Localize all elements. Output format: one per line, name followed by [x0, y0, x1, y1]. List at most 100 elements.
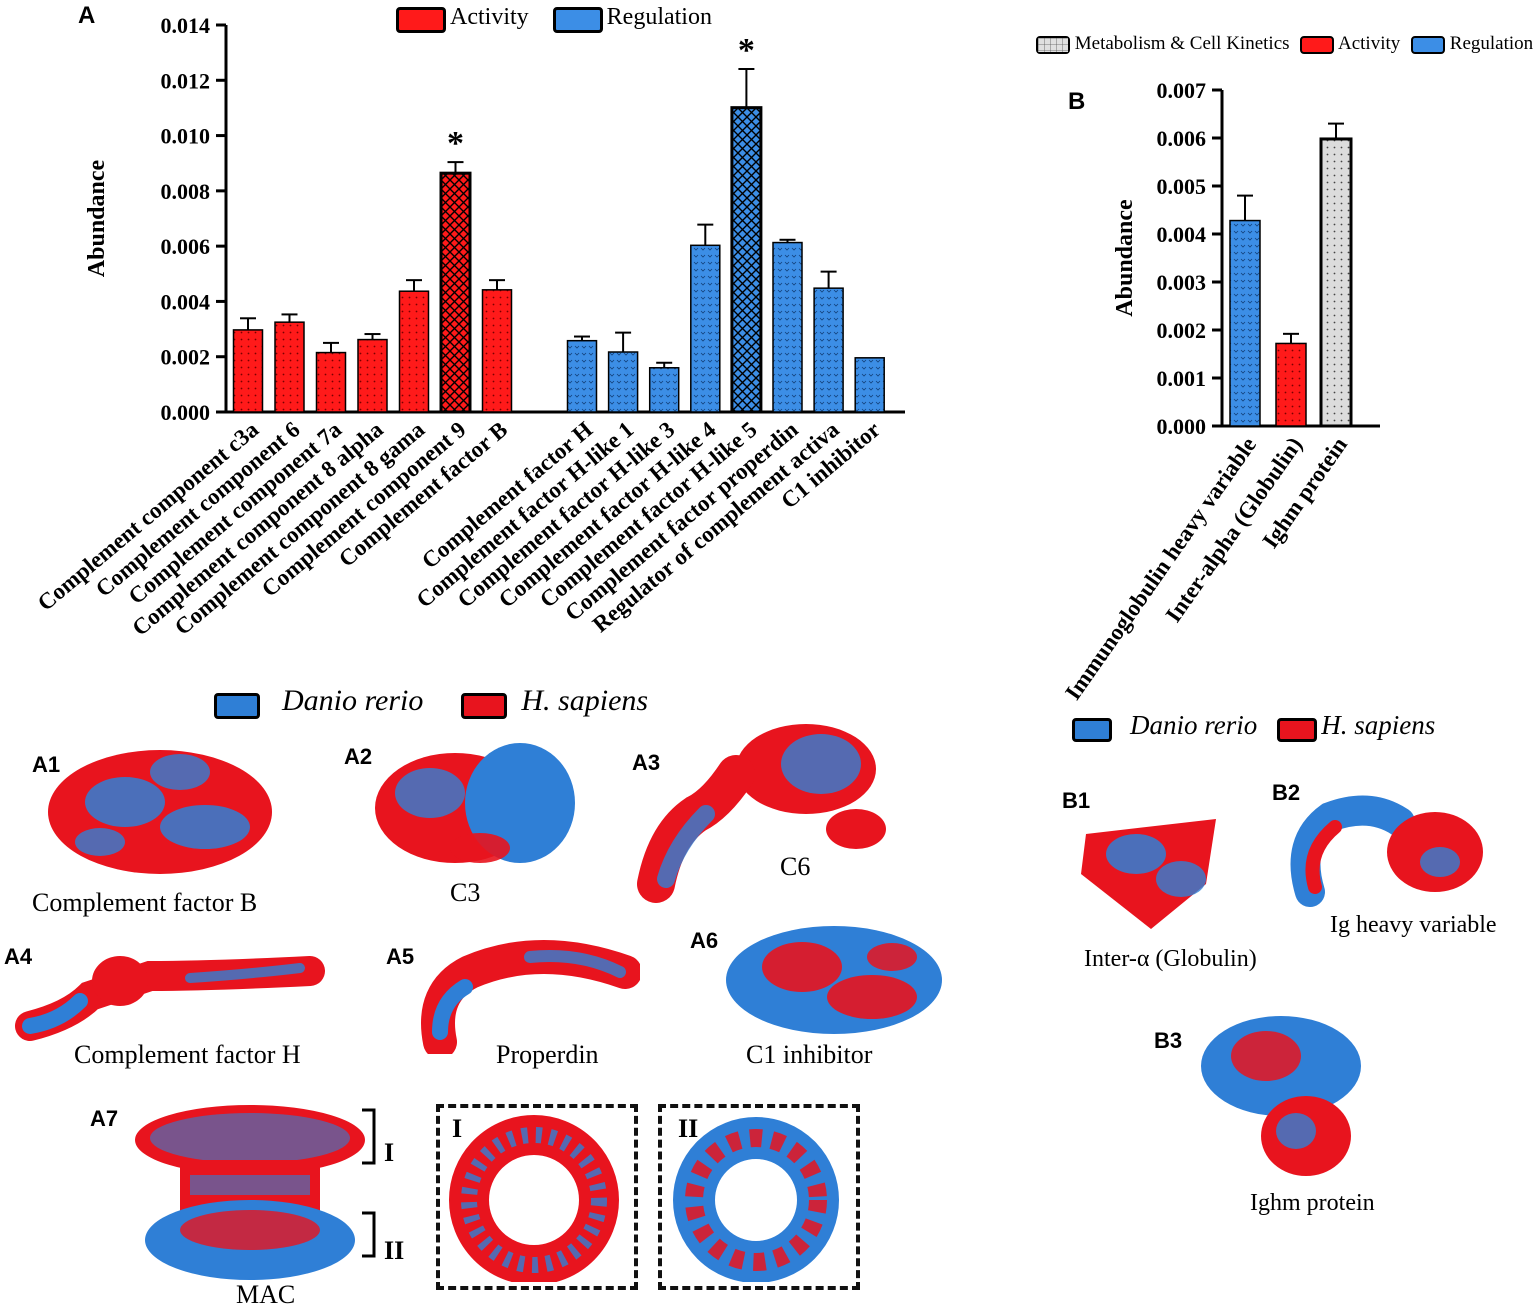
bar-13: [813, 287, 844, 413]
legend-regulation-swatch: [552, 7, 603, 34]
mac-part-i-label: I: [384, 1138, 395, 1167]
mac-part-i-box-label: I: [452, 1114, 463, 1143]
label-a2: A2: [344, 744, 373, 769]
legend-b-danio-swatch: [1072, 718, 1112, 743]
bar-1: [1275, 342, 1307, 427]
caption-a2: C3: [450, 878, 481, 907]
structure-legend-b: Danio rerio H. sapiens: [1072, 710, 1436, 743]
caption-a3: C6: [780, 852, 811, 881]
y-axis-title: Abundance: [84, 159, 110, 277]
caption-a5: Properdin: [496, 1040, 599, 1069]
label-a1: A1: [32, 752, 61, 777]
legend-b-regulation-swatch: [1411, 35, 1446, 54]
bar-9: [648, 367, 680, 413]
protein-structure-inter-alpha: [1081, 819, 1216, 929]
y-tick-label: 0.006: [1157, 126, 1207, 151]
legend-activity-swatch: [396, 7, 446, 34]
caption-b2: Ig heavy variable: [1330, 912, 1497, 938]
y-tick-label: 0.002: [1157, 318, 1207, 343]
mac-ring-top-view: [449, 1115, 619, 1282]
label-a3: A3: [632, 750, 661, 775]
legend-b-human-swatch: [1277, 718, 1318, 743]
bar-2: [315, 351, 347, 413]
y-tick-label: 0.005: [1157, 174, 1207, 199]
x-tick-label-0: Immunoglobulin heavy variable: [1060, 433, 1261, 705]
label-a6: A6: [690, 928, 719, 953]
legend-b-human-label: H. sapiens: [1321, 710, 1436, 740]
bar-6: [481, 289, 513, 413]
protein-structure-ig-heavy-variable: [1290, 795, 1483, 907]
significance-star-11: *: [738, 32, 755, 69]
significance-star-5: *: [447, 125, 464, 162]
protein-structure-c6: [637, 724, 886, 903]
bar-8: [607, 351, 639, 413]
bar-0: [1229, 219, 1261, 427]
structure-legend-a: Danio rerio H. sapiens: [214, 684, 649, 720]
mac-brackets: [362, 1108, 376, 1258]
panel-a-bar-chart: 0.000 0.002 0.004 0.006 0.008 0.010 0.012 0.014…: [33, 13, 905, 641]
legend-b-regulation-label: Regulation: [1449, 33, 1534, 54]
legend-b-activity-swatch: [1300, 35, 1335, 54]
y-tick-label: 0.000: [1157, 414, 1207, 439]
mac-part-ii-box-label: II: [678, 1114, 699, 1143]
label-b2: B2: [1272, 780, 1301, 805]
caption-a7: MAC: [236, 1280, 296, 1309]
panel-b-legend: Metabolism & Cell Kinetics Activity Regu…: [1036, 33, 1533, 55]
y-tick-label: 0.000: [161, 400, 211, 425]
caption-a4: Complement factor H: [74, 1040, 301, 1069]
protein-structure-complement-factor-h: [15, 956, 325, 1041]
protein-structure-c1-inhibitor: [726, 926, 942, 1034]
caption-b3: Ighm protein: [1250, 1190, 1375, 1216]
mac-ring-bottom-view: [673, 1117, 839, 1282]
y-tick-label: 0.014: [161, 13, 211, 38]
label-a5: A5: [386, 944, 415, 969]
protein-structure-properdin: [421, 940, 640, 1054]
panel-b-letter: B: [1068, 88, 1086, 115]
mac-part-i-box: [436, 1104, 638, 1290]
y-tick-label: 0.004: [161, 289, 211, 314]
y-tick-label: 0.007: [1157, 78, 1207, 103]
legend-metabolism-swatch: [1036, 35, 1070, 54]
label-b3: B3: [1154, 1028, 1183, 1053]
protein-structure-c3: [375, 743, 575, 863]
y-tick-label: 0.002: [161, 345, 211, 370]
panel-a-letter: A: [78, 2, 96, 29]
legend-human-swatch: [461, 693, 508, 720]
bar-14: [854, 357, 885, 413]
legend-danio-swatch: [214, 693, 260, 720]
bar-12: [772, 241, 803, 413]
caption-a1: Complement factor B: [32, 888, 258, 917]
y-axis-title: Abundance: [1112, 199, 1138, 317]
bar-5: [439, 171, 472, 414]
y-tick-label: 0.010: [161, 124, 211, 149]
legend-b-activity-label: Activity: [1337, 33, 1401, 54]
y-tick-label: 0.004: [1157, 222, 1207, 247]
legend-human-label: H. sapiens: [521, 684, 649, 717]
bar-4: [398, 290, 430, 413]
legend-regulation-label: Regulation: [606, 4, 712, 30]
y-tick-label: 0.006: [161, 234, 211, 259]
protein-structure-ighm: [1201, 1016, 1361, 1176]
legend-b-danio-label: Danio rerio: [1130, 710, 1258, 740]
mac-part-ii-label: II: [384, 1236, 405, 1265]
legend-activity-label: Activity: [450, 4, 529, 30]
y-tick-label: 0.003: [1157, 270, 1207, 295]
y-tick-label: 0.001: [1157, 366, 1207, 391]
y-tick-label: 0.012: [161, 68, 211, 93]
panel-b-bar-chart: 0.000 0.001 0.002 0.003 0.004 0.005 0.006 0.007…: [1060, 78, 1380, 705]
bar-0: [232, 329, 264, 413]
protein-structure-mac: [135, 1105, 365, 1280]
bar-11: [730, 106, 763, 414]
mac-part-ii-box: [658, 1104, 860, 1290]
panel-a-legend: Activity Regulation: [396, 4, 712, 34]
bar-1: [274, 321, 305, 413]
label-a7: A7: [90, 1106, 119, 1131]
caption-b1: Inter-α (Globulin): [1084, 946, 1257, 972]
bar-2: [1319, 137, 1353, 428]
legend-danio-label: Danio rerio: [282, 684, 424, 717]
caption-a6: C1 inhibitor: [746, 1040, 873, 1069]
bar-3: [357, 338, 388, 413]
bar-10: [690, 244, 721, 413]
legend-metabolism-label: Metabolism & Cell Kinetics: [1074, 33, 1290, 54]
label-b1: B1: [1062, 788, 1091, 813]
